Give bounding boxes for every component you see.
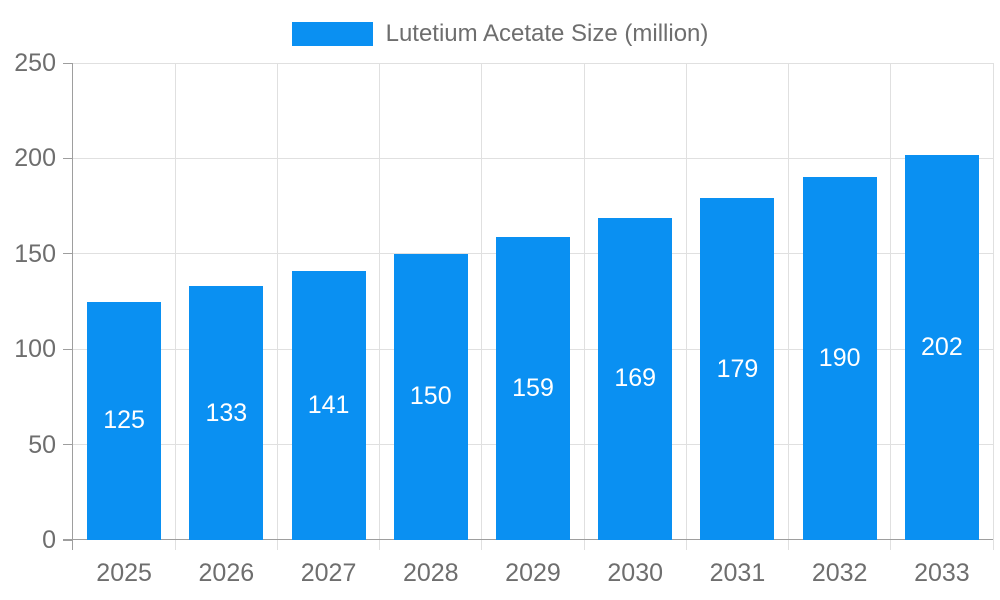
- x-axis-label: 2032: [811, 559, 868, 587]
- y-gridline: [73, 157, 993, 159]
- x-axis-label: 2025: [96, 559, 152, 587]
- y-axis-label: 150: [14, 239, 56, 268]
- x-gridline: [174, 63, 176, 550]
- y-axis-label: 250: [14, 49, 56, 77]
- x-gridline: [481, 63, 483, 550]
- plot-area: 0 50 100 150 200 250 125 2025 133 2026 141 2027 150 2…: [14, 50, 994, 586]
- y-axis-label: 0: [42, 526, 56, 554]
- x-gridline: [788, 63, 790, 550]
- bar-value-label: 133: [205, 398, 248, 427]
- x-gridline: [276, 63, 278, 550]
- bar[interactable]: 159: [496, 236, 570, 540]
- bar-value-label: 141: [307, 390, 350, 419]
- legend-swatch: [291, 22, 373, 46]
- bar[interactable]: 202: [904, 154, 979, 540]
- bar[interactable]: 133: [189, 286, 264, 540]
- y-tick-mark: [63, 253, 73, 255]
- legend[interactable]: Lutetium Acetate Size (million): [0, 20, 1000, 47]
- y-axis-label: 50: [28, 430, 56, 459]
- bar-value-label: 169: [614, 364, 657, 393]
- x-gridline: [685, 63, 687, 550]
- bar-value-label: 190: [818, 344, 861, 373]
- y-tick-mark: [63, 157, 73, 159]
- y-tick-mark: [63, 444, 73, 446]
- x-axis-label: 2031: [709, 559, 766, 587]
- bar-value-label: 125: [103, 406, 145, 435]
- bar[interactable]: 150: [393, 253, 468, 540]
- y-axis-line: [72, 63, 73, 550]
- x-gridline: [992, 63, 994, 550]
- y-tick-mark: [63, 539, 73, 541]
- y-axis-label: 100: [14, 335, 56, 364]
- x-axis-label: 2029: [505, 559, 561, 587]
- x-axis-label: 2033: [914, 559, 970, 587]
- bar-value-label: 179: [716, 354, 759, 383]
- bar-value-label: 150: [409, 382, 452, 411]
- x-gridline: [890, 63, 892, 550]
- bar[interactable]: 179: [700, 198, 775, 540]
- x-axis-label: 2027: [300, 559, 357, 587]
- y-tick-mark: [63, 62, 73, 64]
- x-gridline: [379, 63, 381, 550]
- x-gridline: [583, 63, 585, 550]
- bar[interactable]: 190: [802, 177, 877, 540]
- y-axis-label: 200: [14, 144, 56, 173]
- x-axis-label: 2028: [402, 559, 459, 587]
- bar-value-label: 159: [512, 373, 554, 402]
- bar[interactable]: 169: [598, 217, 673, 540]
- x-axis-label: 2026: [198, 559, 255, 587]
- bar[interactable]: 125: [87, 301, 162, 540]
- bar[interactable]: 141: [291, 270, 366, 540]
- bar-value-label: 202: [921, 332, 963, 361]
- y-gridline: [73, 62, 993, 64]
- x-axis-label: 2030: [607, 559, 664, 587]
- y-tick-mark: [63, 348, 73, 350]
- legend-label: Lutetium Acetate Size (million): [385, 20, 709, 47]
